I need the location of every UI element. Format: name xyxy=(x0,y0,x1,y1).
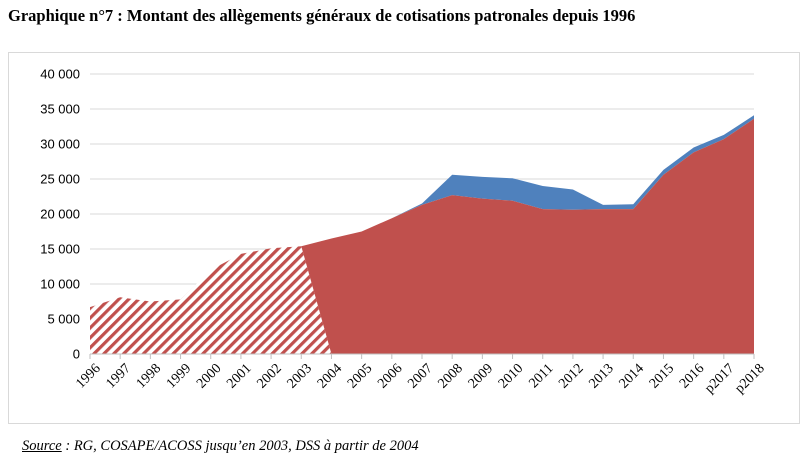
x-tick-label: 1997 xyxy=(104,361,134,391)
chart-area: 0 5 000 10 000 15 000 20 000 25 000 30 000 35 0… xyxy=(40,67,768,397)
x-tick-label: 2003 xyxy=(285,361,315,391)
source-label: Source xyxy=(22,438,62,454)
chart-title: Graphique n°7 : Montant des allègements … xyxy=(8,6,636,25)
x-tick-label: 2009 xyxy=(466,361,496,391)
areas xyxy=(90,115,754,354)
y-tick-label: 10 000 xyxy=(40,277,80,292)
x-tick-label: 2005 xyxy=(345,361,375,391)
source-note: Source : RG, COSAPE/ACOSS jusqu’en 2003,… xyxy=(22,438,419,455)
x-tick-label: 1996 xyxy=(73,361,103,391)
x-tick-label: 1998 xyxy=(134,361,164,391)
y-tick-label: 25 000 xyxy=(40,172,80,187)
x-axis-ticks: 1996 1997 1998 1999 2000 2001 2002 2003 2004 2005… xyxy=(73,361,767,396)
series-main-area xyxy=(301,118,754,354)
x-tick-label: 2015 xyxy=(647,361,677,391)
x-tick-label: 2007 xyxy=(405,361,435,391)
y-tick-label: 30 000 xyxy=(40,137,80,152)
x-tick-label: 2002 xyxy=(254,361,284,391)
x-tick-label: 2001 xyxy=(224,361,254,391)
y-tick-label: 5 000 xyxy=(47,312,80,327)
x-tick-label: 2000 xyxy=(194,361,224,391)
x-tick-label: 2006 xyxy=(375,361,405,391)
x-tick-label: 2011 xyxy=(526,361,556,391)
y-tick-label: 35 000 xyxy=(40,102,80,117)
y-tick-label: 15 000 xyxy=(40,242,80,257)
y-axis-ticks: 0 5 000 10 000 15 000 20 000 25 000 30 000 35 0… xyxy=(40,67,80,362)
x-tick-label: 2014 xyxy=(617,361,647,391)
x-tick-label: p2017 xyxy=(702,361,737,396)
x-tick-label: 2012 xyxy=(556,361,586,391)
x-tick-label: p2018 xyxy=(732,361,767,396)
series-hatched-area xyxy=(90,246,332,354)
x-tick-label: 1999 xyxy=(164,361,194,391)
x-tick-label: 2008 xyxy=(436,361,466,391)
x-tick-label: 2010 xyxy=(496,361,526,391)
x-tick-label: 2004 xyxy=(315,361,345,391)
y-tick-label: 20 000 xyxy=(40,207,80,222)
axes xyxy=(89,353,755,359)
y-tick-label: 40 000 xyxy=(40,67,80,82)
x-tick-label: 2013 xyxy=(586,361,616,391)
source-text: : RG, COSAPE/ACOSS jusqu’en 2003, DSS à … xyxy=(61,438,419,454)
y-tick-label: 0 xyxy=(73,347,80,362)
